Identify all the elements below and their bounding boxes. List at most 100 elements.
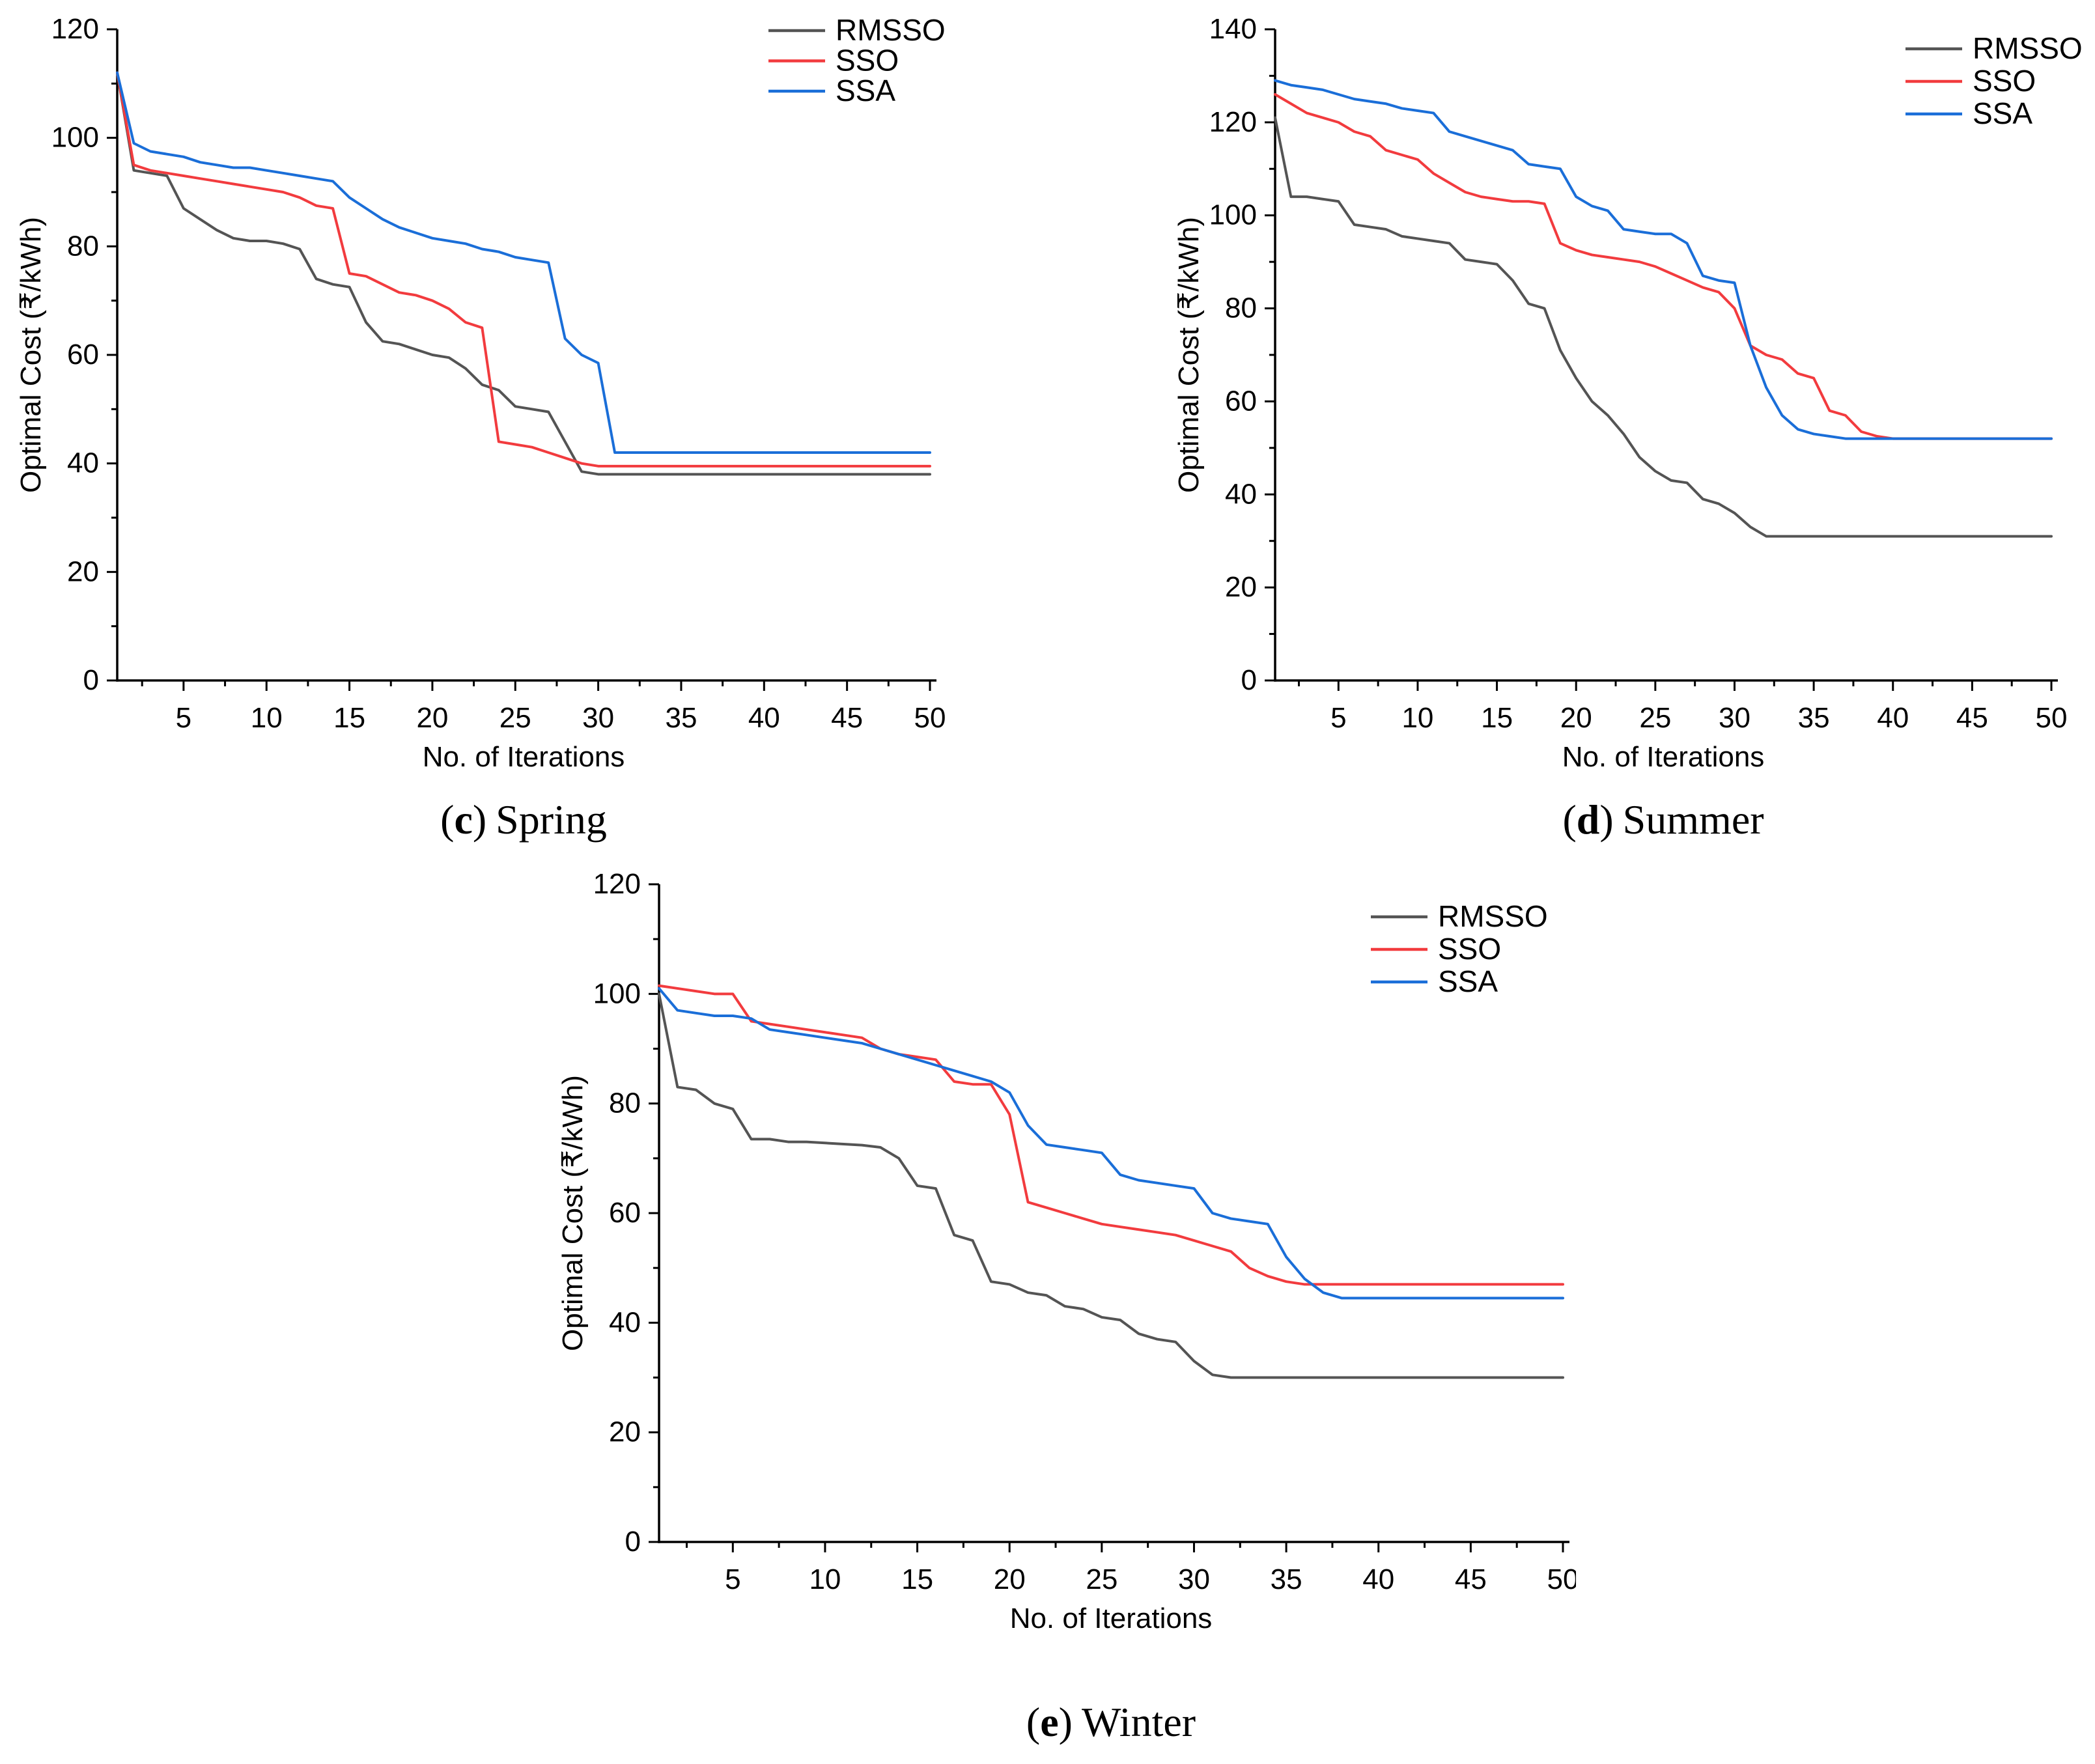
series bbox=[1274, 79, 2053, 538]
y-tick-label: 100 bbox=[1209, 199, 1257, 231]
caption-paren-close: ) bbox=[472, 796, 487, 843]
x-tick-label: 15 bbox=[333, 702, 365, 734]
y-tick-label: 20 bbox=[1225, 571, 1257, 603]
x-tick-label: 20 bbox=[416, 702, 448, 734]
series-line-rmsso bbox=[658, 992, 1564, 1379]
y-tick-label: 80 bbox=[1225, 292, 1257, 324]
x-tick-label: 10 bbox=[251, 702, 283, 734]
x-axis-title: No. of Iterations bbox=[1562, 741, 1765, 773]
x-tick-label: 15 bbox=[901, 1563, 933, 1595]
chart-spring: 0 20 40 60 80 100 120 5 10 15 20 25 30 35 40 45 50 No. of… bbox=[0, 0, 1006, 873]
series-line-sso bbox=[658, 984, 1564, 1286]
caption-text: Winter bbox=[1081, 1699, 1196, 1745]
legend-label-sso: SSO bbox=[1438, 932, 1501, 966]
y-axis-title: Optimal Cost (₹/kWh) bbox=[560, 1075, 589, 1351]
x-tick-label: 50 bbox=[1547, 1563, 1576, 1595]
series-line-sso bbox=[1274, 93, 2053, 440]
axes: 0 20 40 60 80 100 120 140 5 10 15 20 25 30 35 40 45 50 bbox=[1209, 13, 2068, 734]
y-tick-label: 120 bbox=[51, 13, 99, 45]
legend-label-sso: SSO bbox=[1973, 64, 2036, 98]
y-tick-label: 0 bbox=[625, 1526, 641, 1558]
x-tick-label: 35 bbox=[1271, 1563, 1302, 1595]
caption-paren-open: ( bbox=[1562, 796, 1577, 843]
x-tick-label: 30 bbox=[1719, 702, 1751, 734]
caption-spring: (c) Spring bbox=[440, 796, 607, 844]
caption-letter: c bbox=[454, 796, 473, 843]
x-tick-label: 25 bbox=[1639, 702, 1671, 734]
x-tick-label: 45 bbox=[1956, 702, 1988, 734]
caption-paren-open: ( bbox=[1026, 1699, 1041, 1745]
summer-line-chart: 0 20 40 60 80 100 120 140 5 10 15 20 25 30 35 40 45 50 No.… bbox=[1173, 13, 2083, 773]
x-tick-label: 10 bbox=[1401, 702, 1433, 734]
caption-winter: (e) Winter bbox=[1026, 1698, 1196, 1746]
axes: 0 20 40 60 80 100 120 5 10 15 20 25 30 35 40 45 50 bbox=[593, 868, 1576, 1595]
caption-letter: d bbox=[1576, 796, 1600, 843]
y-tick-label: 60 bbox=[609, 1197, 641, 1229]
y-tick-label: 60 bbox=[67, 339, 99, 371]
x-tick-label: 40 bbox=[748, 702, 780, 734]
y-tick-label: 80 bbox=[67, 230, 99, 262]
winter-line-chart: 0 20 40 60 80 100 120 5 10 15 20 25 30 35 40 45 50 No. of… bbox=[560, 868, 1576, 1634]
x-tick-label: 20 bbox=[994, 1563, 1026, 1595]
caption-summer: (d) Summer bbox=[1562, 796, 1764, 844]
x-tick-label: 30 bbox=[1178, 1563, 1210, 1595]
x-axis-title: No. of Iterations bbox=[1010, 1603, 1213, 1634]
y-tick-label: 100 bbox=[51, 122, 99, 154]
caption-paren-close: ) bbox=[1599, 796, 1614, 843]
legend-label-rmsso: RMSSO bbox=[1973, 31, 2083, 65]
legend-label-sso: SSO bbox=[836, 44, 899, 77]
x-tick-label: 45 bbox=[1455, 1563, 1487, 1595]
x-tick-label: 35 bbox=[665, 702, 697, 734]
series-line-sso bbox=[116, 71, 931, 468]
legend-label-ssa: SSA bbox=[836, 74, 895, 107]
x-tick-label: 35 bbox=[1798, 702, 1830, 734]
x-tick-label: 30 bbox=[582, 702, 614, 734]
chart-winter: 0 20 40 60 80 100 120 5 10 15 20 25 30 35 40 45 50 No. of… bbox=[560, 866, 1576, 1764]
axes: 0 20 40 60 80 100 120 5 10 15 20 25 30 35 40 45 50 bbox=[51, 13, 946, 734]
x-tick-label: 20 bbox=[1560, 702, 1592, 734]
y-tick-label: 80 bbox=[609, 1087, 641, 1119]
legend-label-rmsso: RMSSO bbox=[1438, 899, 1548, 933]
caption-text: Spring bbox=[496, 796, 607, 843]
y-tick-label: 0 bbox=[1241, 664, 1257, 696]
y-tick-label: 20 bbox=[67, 555, 99, 587]
chart-summer: 0 20 40 60 80 100 120 140 5 10 15 20 25 30 35 40 45 50 No.… bbox=[1107, 0, 2095, 873]
x-tick-label: 10 bbox=[809, 1563, 841, 1595]
x-tick-label: 5 bbox=[176, 702, 191, 734]
x-tick-label: 15 bbox=[1481, 702, 1513, 734]
y-tick-label: 20 bbox=[609, 1416, 641, 1448]
y-tick-label: 40 bbox=[609, 1306, 641, 1338]
caption-paren-close: ) bbox=[1058, 1699, 1073, 1745]
legend-label-ssa: SSA bbox=[1973, 96, 2032, 130]
series-line-rmsso bbox=[116, 71, 931, 476]
caption-letter: e bbox=[1040, 1699, 1059, 1745]
x-tick-label: 40 bbox=[1362, 1563, 1394, 1595]
series-line-ssa bbox=[116, 71, 931, 454]
x-tick-label: 5 bbox=[725, 1563, 740, 1595]
y-tick-label: 0 bbox=[83, 664, 99, 696]
caption-paren-open: ( bbox=[440, 796, 455, 843]
spring-line-chart: 0 20 40 60 80 100 120 5 10 15 20 25 30 35 40 45 50 No. of… bbox=[15, 13, 946, 773]
y-tick-label: 100 bbox=[593, 977, 641, 1009]
x-axis-title: No. of Iterations bbox=[423, 741, 625, 773]
y-tick-label: 40 bbox=[1225, 478, 1257, 510]
y-tick-label: 40 bbox=[67, 447, 99, 479]
x-tick-label: 5 bbox=[1330, 702, 1346, 734]
x-tick-label: 50 bbox=[914, 702, 946, 734]
y-tick-label: 60 bbox=[1225, 385, 1257, 417]
series-line-ssa bbox=[658, 987, 1564, 1300]
x-tick-label: 45 bbox=[831, 702, 863, 734]
caption-text: Summer bbox=[1622, 796, 1764, 843]
x-tick-label: 25 bbox=[1086, 1563, 1118, 1595]
legend-label-ssa: SSA bbox=[1438, 964, 1498, 998]
y-tick-label: 140 bbox=[1209, 13, 1257, 45]
x-tick-label: 50 bbox=[2036, 702, 2068, 734]
y-axis-title: Optimal Cost (₹/kWh) bbox=[15, 217, 47, 493]
series-line-ssa bbox=[1274, 79, 2053, 440]
x-tick-label: 40 bbox=[1877, 702, 1909, 734]
series-line-rmsso bbox=[1274, 116, 2053, 538]
series bbox=[658, 984, 1564, 1379]
